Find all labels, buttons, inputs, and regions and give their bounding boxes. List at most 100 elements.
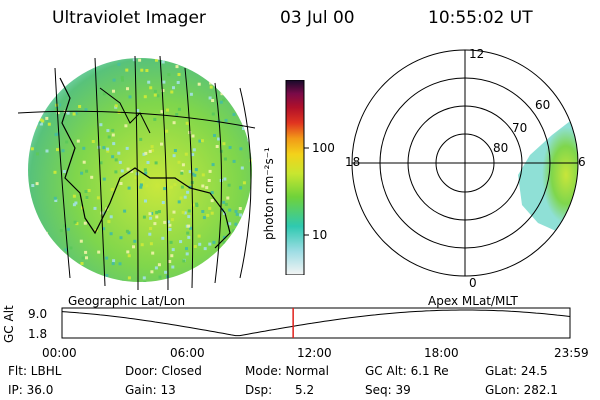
emission-speckle-dot <box>194 168 198 172</box>
emission-speckle-dot <box>125 146 129 150</box>
emission-speckle-dot <box>179 240 183 244</box>
emission-speckle-dot <box>246 213 250 217</box>
emission-speckle-dot <box>109 232 113 236</box>
emission-speckle-dot <box>210 191 214 195</box>
emission-speckle-dot <box>167 73 171 77</box>
emission-speckle-dot <box>54 133 58 136</box>
emission-speckle-dot <box>102 92 106 96</box>
emission-speckle-dot <box>232 251 236 255</box>
emission-speckle-dot <box>85 256 88 260</box>
emission-speckle-dot <box>74 70 78 74</box>
emission-speckle-dot <box>83 221 87 225</box>
emission-speckle-dot <box>203 247 207 251</box>
geographic-image-panel <box>17 55 256 291</box>
emission-speckle-dot <box>160 110 164 114</box>
emission-speckle-dot <box>30 147 34 151</box>
info-door: Door: Closed <box>125 364 202 378</box>
emission-speckle-dot <box>223 273 227 277</box>
emission-speckle-dot <box>232 159 236 163</box>
emission-speckle-dot <box>58 103 62 107</box>
emission-speckle-dot <box>142 215 146 219</box>
emission-speckle-dot <box>72 112 76 116</box>
emission-speckle-dot <box>213 263 217 266</box>
emission-speckle-dot <box>76 66 80 70</box>
emission-speckle-dot <box>128 95 132 99</box>
emission-speckle-dot <box>209 85 213 89</box>
polar-mlat-mlt-panel <box>351 49 579 277</box>
emission-speckle-dot <box>198 242 202 246</box>
emission-speckle-dot <box>211 112 215 116</box>
emission-speckle-dot <box>173 149 177 152</box>
emission-speckle-dot <box>239 71 243 75</box>
info-flt: Flt: LBHL <box>8 364 62 378</box>
emission-speckle-dot <box>143 95 147 99</box>
emission-speckle-dot <box>32 108 36 112</box>
emission-speckle-dot <box>35 259 39 263</box>
emission-speckle-dot <box>119 236 123 240</box>
emission-speckle-dot <box>242 74 246 78</box>
emission-speckle-dot <box>242 127 245 130</box>
emission-speckle-dot <box>229 99 233 102</box>
emission-speckle-dot <box>208 96 212 100</box>
emission-speckle-dot <box>177 200 181 204</box>
emission-speckle-dot <box>30 281 34 282</box>
emission-speckle-dot <box>28 246 32 249</box>
emission-speckle-dot <box>157 263 161 267</box>
emission-speckle-dot <box>30 272 34 276</box>
emission-speckle-dot <box>52 77 56 81</box>
emission-speckle-dot <box>73 220 77 224</box>
emission-speckle-dot <box>148 232 152 236</box>
emission-speckle-dot <box>120 75 124 79</box>
emission-speckle-dot <box>206 213 210 217</box>
emission-speckle-dot <box>221 247 225 251</box>
emission-speckle-dot <box>162 80 166 84</box>
emission-speckle-dot <box>125 68 129 72</box>
emission-speckle-dot <box>172 210 176 214</box>
emission-speckle-dot <box>149 216 153 220</box>
emission-speckle-dot <box>232 70 236 74</box>
emission-speckle-dot <box>142 276 146 280</box>
emission-speckle-dot <box>228 93 232 97</box>
emission-speckle-dot <box>172 154 176 158</box>
emission-speckle-dot <box>106 147 110 151</box>
time-tick-0600: 06:00 <box>170 346 205 360</box>
emission-speckle-dot <box>41 259 45 263</box>
emission-speckle-dot <box>126 250 130 254</box>
emission-speckle-dot <box>215 145 219 148</box>
emission-speckle-dot <box>54 199 58 202</box>
emission-speckle-dot <box>224 202 228 206</box>
emission-speckle-dot <box>28 196 32 200</box>
emission-speckle-dot <box>36 88 40 92</box>
emission-speckle-dot <box>251 66 252 70</box>
emission-speckle-dot <box>99 123 103 127</box>
emission-speckle-dot <box>249 103 252 107</box>
emission-speckle-dot <box>145 69 149 72</box>
emission-speckle-dot <box>244 80 248 84</box>
emission-speckle-dot <box>114 104 118 108</box>
emission-speckle-dot <box>153 222 157 226</box>
emission-speckle-dot <box>165 129 169 133</box>
mlat-label-80: 80 <box>493 141 509 155</box>
emission-speckle-dot <box>233 250 237 254</box>
emission-speckle-dot <box>210 199 214 203</box>
emission-speckle-dot <box>149 227 153 230</box>
emission-speckle-dot <box>31 67 35 71</box>
emission-speckle-dot <box>217 83 221 87</box>
emission-speckle-dot <box>222 241 226 244</box>
emission-speckle-dot <box>227 183 231 187</box>
instrument-title: Ultraviolet Imager <box>52 8 206 28</box>
emission-speckle-dot <box>53 170 57 174</box>
emission-speckle-dot <box>56 111 60 115</box>
emission-speckle-dot <box>84 108 88 112</box>
colorbar-tick-100: 100 <box>312 141 335 155</box>
mlt-label-12: 12 <box>469 47 485 61</box>
emission-speckle-dot <box>147 80 151 84</box>
emission-speckle-dot <box>106 149 110 153</box>
emission-speckle-dot <box>161 89 165 92</box>
altitude-ytick-high: 9.0 <box>28 307 48 321</box>
info-mode: Mode: Normal <box>245 364 329 378</box>
emission-speckle-dot <box>189 226 193 230</box>
emission-speckle-dot <box>186 278 190 282</box>
coastline-outline <box>59 77 231 249</box>
emission-speckle-dot <box>64 248 68 252</box>
